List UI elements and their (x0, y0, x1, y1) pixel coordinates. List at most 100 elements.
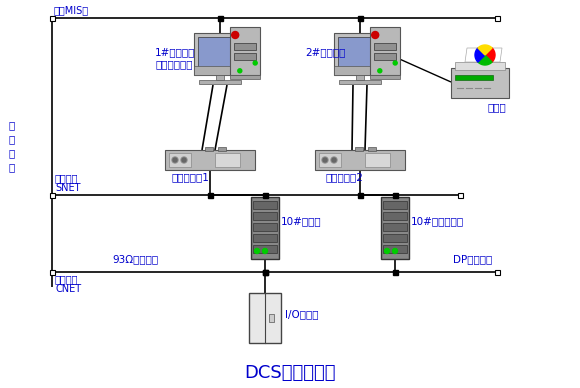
Bar (458, 192, 462, 197)
Wedge shape (478, 55, 492, 65)
Bar (357, 192, 362, 197)
Text: 通: 通 (9, 120, 15, 130)
Circle shape (238, 69, 242, 73)
Bar (455, 62, 505, 70)
Bar (374, 43, 396, 50)
Text: 网: 网 (9, 148, 15, 158)
Bar (165, 150, 255, 170)
Text: 通讯控制器2: 通讯控制器2 (325, 172, 363, 182)
Bar (338, 37, 382, 67)
Bar (334, 33, 386, 75)
Bar (205, 147, 213, 151)
Circle shape (393, 248, 397, 253)
Text: 93Ω同轴电缆: 93Ω同轴电缆 (112, 254, 158, 264)
Text: 上层MIS网: 上层MIS网 (54, 5, 89, 15)
Circle shape (172, 157, 178, 163)
Wedge shape (475, 48, 485, 62)
Text: CNET: CNET (55, 284, 81, 294)
Bar (215, 153, 240, 167)
Circle shape (323, 158, 327, 162)
Circle shape (253, 61, 257, 65)
Text: 2#操作员站: 2#操作员站 (305, 47, 345, 57)
Bar (381, 197, 409, 259)
Bar (253, 212, 277, 220)
Circle shape (255, 248, 259, 253)
Circle shape (231, 31, 239, 38)
Bar (234, 53, 256, 60)
Bar (368, 147, 376, 151)
Bar (455, 75, 493, 80)
Bar (169, 153, 191, 167)
Bar (198, 37, 242, 67)
Bar (234, 43, 256, 50)
Text: DP现场总线: DP现场总线 (453, 254, 492, 264)
Circle shape (322, 157, 328, 163)
Bar (383, 212, 407, 220)
Bar (374, 53, 396, 60)
Bar (218, 147, 226, 151)
Text: 系统网络: 系统网络 (55, 173, 78, 183)
Bar (194, 33, 246, 75)
Bar (339, 80, 380, 84)
Polygon shape (465, 48, 502, 62)
Circle shape (378, 69, 382, 73)
Bar (249, 293, 281, 343)
Circle shape (332, 158, 336, 162)
Bar (383, 201, 407, 209)
Bar (263, 192, 267, 197)
Bar (269, 314, 274, 322)
Bar (370, 75, 400, 79)
Bar (194, 66, 246, 75)
Circle shape (173, 158, 177, 162)
Text: DCS系统拓扑图: DCS系统拓扑图 (244, 364, 336, 382)
Bar (251, 197, 279, 259)
Bar (253, 223, 277, 231)
Circle shape (372, 31, 379, 38)
Text: 10#控制站冗余: 10#控制站冗余 (411, 216, 464, 226)
Text: 控制网络: 控制网络 (55, 274, 78, 284)
Bar (315, 150, 405, 170)
Bar (253, 234, 277, 242)
Bar (49, 192, 55, 197)
Bar (451, 68, 509, 98)
Circle shape (385, 248, 390, 253)
Circle shape (182, 158, 186, 162)
Text: 兼作工程师站: 兼作工程师站 (155, 59, 193, 69)
Text: 讯: 讯 (9, 134, 15, 144)
Bar (356, 75, 364, 80)
Bar (253, 245, 277, 253)
Wedge shape (478, 45, 492, 55)
Bar (383, 234, 407, 242)
Circle shape (263, 248, 267, 253)
Text: 1#操作员站: 1#操作员站 (155, 47, 195, 57)
Bar (208, 192, 212, 197)
Text: 10#控制站: 10#控制站 (281, 216, 322, 226)
Circle shape (181, 157, 187, 163)
Bar (495, 270, 499, 274)
Bar (218, 16, 223, 21)
Bar (199, 80, 241, 84)
Text: 打印机: 打印机 (488, 102, 507, 112)
Bar (383, 245, 407, 253)
Bar (393, 270, 397, 274)
Bar (230, 27, 260, 75)
Bar (495, 16, 499, 21)
Text: I/O控制站: I/O控制站 (285, 309, 318, 319)
Text: 通讯控制器1: 通讯控制器1 (172, 172, 210, 182)
Bar (319, 153, 341, 167)
Bar (383, 223, 407, 231)
Bar (49, 16, 55, 21)
Bar (365, 153, 390, 167)
Bar (393, 192, 397, 197)
Bar (357, 16, 362, 21)
Bar (263, 270, 267, 274)
Bar (216, 75, 224, 80)
Bar (253, 201, 277, 209)
Bar (334, 66, 386, 75)
Text: SNET: SNET (55, 183, 81, 193)
Bar (49, 270, 55, 274)
Bar (355, 147, 363, 151)
Circle shape (393, 61, 397, 65)
Bar (263, 270, 267, 274)
Wedge shape (485, 48, 495, 62)
